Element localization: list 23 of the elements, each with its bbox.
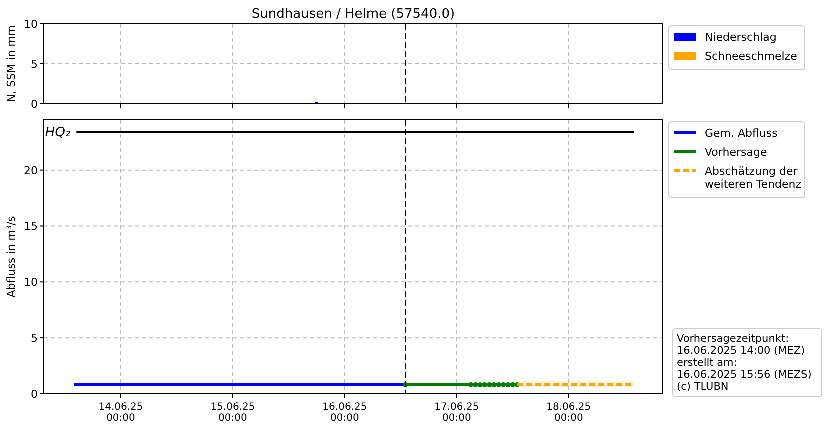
y-tick-label: 0 — [31, 388, 38, 401]
y-tick-label: 15 — [24, 220, 38, 234]
y-tick-label: 5 — [31, 58, 38, 71]
y-tick-label: 10 — [24, 18, 38, 31]
x-tick-label: 16.06.25 00:00 — [322, 402, 368, 424]
y-tick-label: 0 — [31, 98, 38, 111]
y-tick-label: 10 — [24, 276, 38, 290]
chart-title: Sundhausen / Helme (57540.0) — [252, 7, 456, 22]
legend-label: Abschätzung der weiteren Tendenz — [705, 165, 802, 191]
x-tick-label: 14.06.25 00:00 — [98, 402, 144, 424]
x-tick-label: 18.06.25 00:00 — [546, 402, 592, 424]
text: Vorhersagezeitpunkt: 16.06.2025 14:00 (MEZ) erstellt am: 16.06.2025 15:56 (MEZS) (c) TLUBN — [677, 333, 812, 393]
legend-label: Vorhersage — [705, 146, 768, 159]
y-tick-label: 20 — [24, 164, 38, 178]
y-axis-title: Abfluss in m³/s — [5, 216, 18, 298]
x-tick-label: 15.06.25 00:00 — [210, 402, 256, 424]
legend-label: Schneeschmelze — [705, 50, 798, 63]
x-tick-label: 17.06.25 00:00 — [434, 402, 480, 424]
legend-label: Gem. Abfluss — [705, 127, 778, 140]
y-tick-label: 5 — [31, 332, 38, 346]
annotation: HQ₂ — [45, 125, 71, 140]
y-axis-title: N, SSM in mm — [5, 25, 18, 103]
legend-label: Niederschlag — [705, 31, 777, 44]
